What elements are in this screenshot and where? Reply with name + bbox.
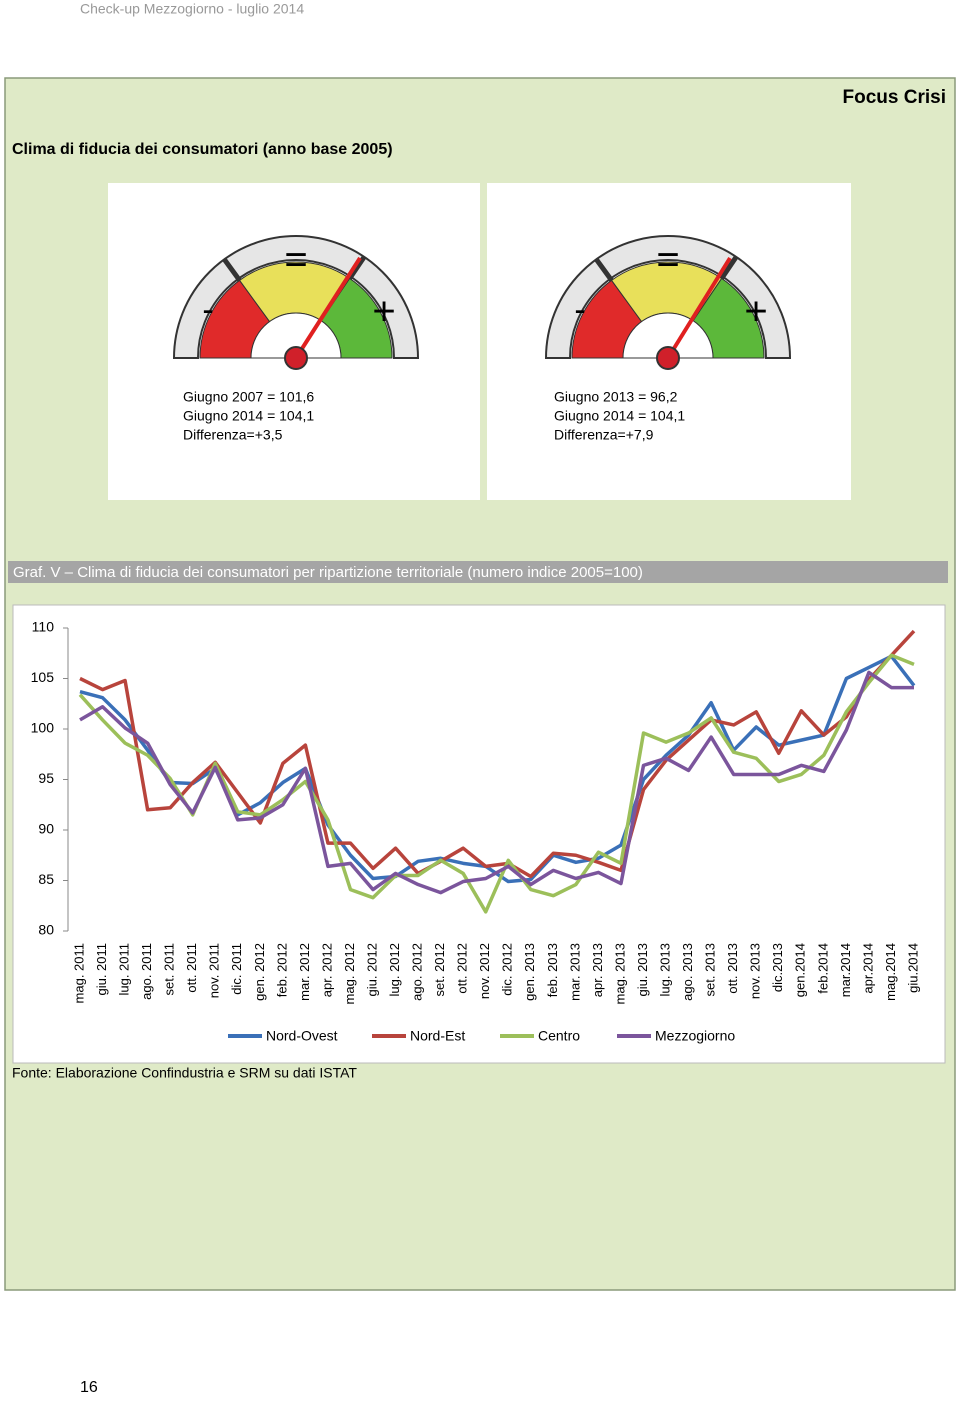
x-tick-label: lug. 2013 <box>657 943 672 997</box>
x-tick-label: lug. 2012 <box>387 943 402 997</box>
chart-title: Graf. V – Clima di fiducia dei consumato… <box>13 564 643 581</box>
gauge-text: Differenza=+7,9 <box>554 427 654 443</box>
y-tick-label: 95 <box>38 770 54 786</box>
x-tick-label: ago. 2012 <box>410 943 425 1001</box>
y-tick-label: 105 <box>31 669 55 685</box>
y-tick-label: 90 <box>38 821 54 837</box>
x-tick-label: set. 2012 <box>432 943 447 997</box>
x-tick-label: ago. 2011 <box>139 943 154 1000</box>
x-tick-label: mag. 2013 <box>612 943 627 1004</box>
x-tick-label: lug. 2011 <box>117 943 132 996</box>
gauge-pivot <box>656 346 680 370</box>
legend-label: Mezzogiorno <box>655 1028 735 1044</box>
page-number: 16 <box>80 1379 98 1396</box>
x-tick-label: ott. 2011 <box>184 943 199 993</box>
x-tick-label: gen. 2012 <box>252 943 267 1001</box>
gauge-minus: - <box>202 291 213 329</box>
x-tick-label: feb. 2013 <box>545 943 560 997</box>
gauge-divider <box>719 255 739 280</box>
legend-label: Nord-Est <box>410 1028 465 1044</box>
chart-title-bar <box>8 561 948 583</box>
x-tick-label: feb. 2012 <box>274 943 289 997</box>
x-tick-label: giu.2014 <box>905 943 920 993</box>
gauge-text: Giugno 2014 = 104,1 <box>183 408 314 424</box>
x-tick-label: apr.2014 <box>860 943 875 994</box>
y-tick-label: 100 <box>31 720 55 736</box>
x-tick-label: mar. 2012 <box>297 943 312 1001</box>
x-tick-label: gen.2014 <box>793 943 808 997</box>
y-tick-label: 85 <box>38 871 54 887</box>
x-tick-label: gen. 2013 <box>522 943 537 1001</box>
x-tick-label: ott. 2013 <box>725 943 740 994</box>
gauge-needle <box>666 256 732 360</box>
x-tick-label: giu. 2012 <box>364 943 379 997</box>
gauge-needle <box>294 256 362 360</box>
gauge-text: Giugno 2013 = 96,2 <box>554 389 678 405</box>
gauge-text: Differenza=+3,5 <box>183 427 283 443</box>
gauge-plus: + <box>372 290 395 334</box>
y-tick-label: 80 <box>38 922 54 938</box>
y-tick-label: 110 <box>32 619 55 635</box>
x-tick-label: feb.2014 <box>815 943 830 994</box>
series-line <box>78 653 915 914</box>
gauge-divider <box>594 257 614 282</box>
chart-panel <box>12 604 946 1064</box>
series-line <box>79 670 914 895</box>
title: Clima di fiducia dei consumatori (anno b… <box>12 141 393 158</box>
x-tick-label: dic. 2011 <box>229 943 244 995</box>
x-tick-label: dic. 2012 <box>500 943 515 996</box>
x-tick-label: apr. 2012 <box>319 943 334 997</box>
x-tick-label: ott. 2012 <box>455 943 470 994</box>
x-tick-label: apr. 2013 <box>590 943 605 997</box>
x-tick-label: nov. 2012 <box>477 943 492 999</box>
x-tick-label: mag.2014 <box>883 943 898 1001</box>
x-tick-label: mar.2014 <box>838 943 853 997</box>
header: Check-up Mezzogiorno - luglio 2014 <box>80 1 304 17</box>
gauge-divider <box>222 257 242 282</box>
x-tick-label: set. 2011 <box>162 943 177 996</box>
legend-label: Centro <box>538 1028 580 1044</box>
gauge-minus: - <box>574 291 585 329</box>
x-tick-label: set. 2013 <box>703 943 718 997</box>
gauge-equal: = <box>284 238 307 282</box>
x-tick-label: ago. 2013 <box>680 943 695 1001</box>
gauge-text: Giugno 2007 = 101,6 <box>183 389 314 405</box>
gauge-equal: = <box>656 238 679 282</box>
x-tick-label: nov. 2013 <box>748 943 763 999</box>
gauge: - = + <box>544 235 792 370</box>
gauge: - = + <box>172 235 420 370</box>
x-tick-label: mag. 2011 <box>71 943 86 1003</box>
gauge-divider <box>347 255 367 280</box>
gauge-plus: + <box>744 290 767 334</box>
gauge-text: Giugno 2014 = 104,1 <box>554 408 685 424</box>
x-tick-label: dic.2013 <box>770 943 785 992</box>
x-tick-label: mag. 2012 <box>342 943 357 1004</box>
source: Fonte: Elaborazione Confindustria e SRM … <box>12 1065 357 1081</box>
x-tick-label: giu. 2013 <box>635 943 650 997</box>
x-tick-label: nov. 2011 <box>207 943 222 998</box>
section: Focus Crisi <box>843 87 946 108</box>
legend-label: Nord-Ovest <box>266 1028 338 1044</box>
x-tick-label: giu. 2011 <box>94 943 109 996</box>
x-tick-label: mar. 2013 <box>567 943 582 1001</box>
gauge-pivot <box>284 346 308 370</box>
